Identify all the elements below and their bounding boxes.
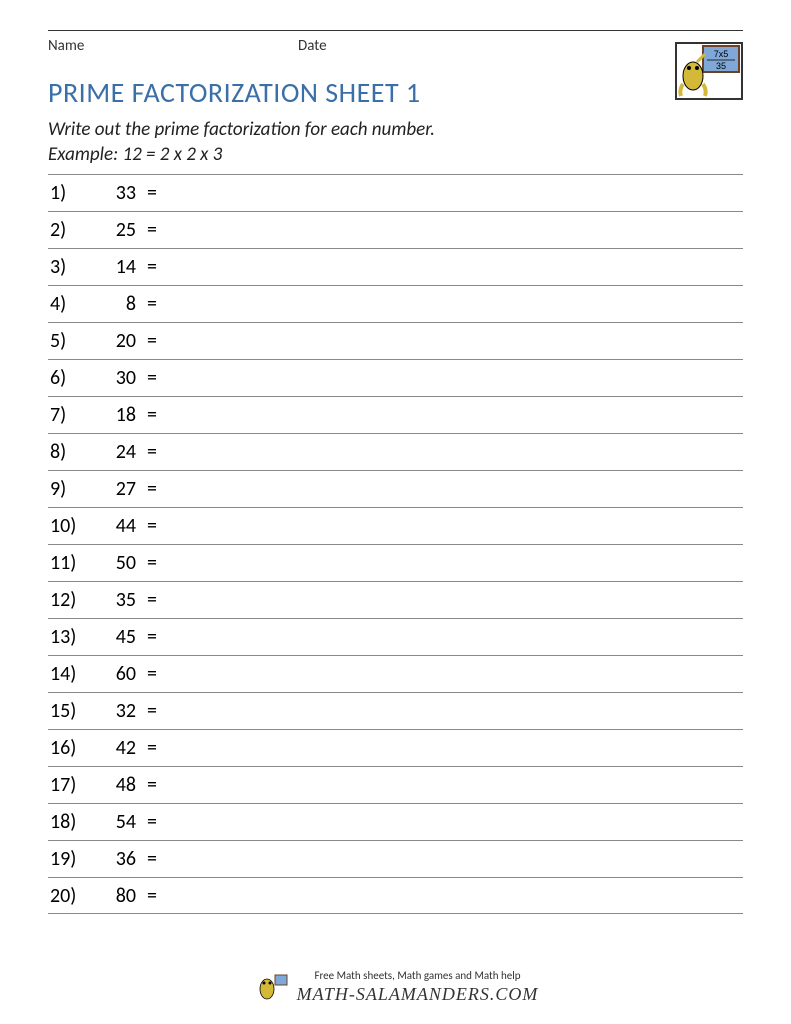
footer-salamander-icon <box>253 971 289 1003</box>
worksheet-title: PRIME FACTORIZATION SHEET 1 <box>48 75 743 110</box>
problem-value: 60 <box>106 662 140 686</box>
problem-number: 16) <box>48 736 106 760</box>
problem-number: 19) <box>48 847 106 871</box>
equals-sign: = <box>140 440 164 464</box>
equals-sign: = <box>140 884 164 908</box>
problem-number: 8) <box>48 440 106 464</box>
worksheet-example: Example: 12 = 2 x 2 x 3 <box>48 143 743 166</box>
problem-row: 8) 24 = <box>48 433 743 470</box>
equals-sign: = <box>140 736 164 760</box>
problem-value: 24 <box>106 440 140 464</box>
problem-value: 45 <box>106 625 140 649</box>
problem-row: 17) 48 = <box>48 766 743 803</box>
equals-sign: = <box>140 181 164 205</box>
problem-row: 20) 80 = <box>48 877 743 914</box>
problem-value: 80 <box>106 884 140 908</box>
problem-row: 6) 30 = <box>48 359 743 396</box>
problem-number: 14) <box>48 662 106 686</box>
equals-sign: = <box>140 625 164 649</box>
problem-value: 25 <box>106 218 140 242</box>
equals-sign: = <box>140 699 164 723</box>
problem-value: 32 <box>106 699 140 723</box>
problem-value: 48 <box>106 773 140 797</box>
problem-row: 13) 45 = <box>48 618 743 655</box>
problem-number: 20) <box>48 884 106 908</box>
problem-value: 27 <box>106 477 140 501</box>
problem-number: 3) <box>48 255 106 279</box>
name-label: Name <box>48 37 298 55</box>
equals-sign: = <box>140 218 164 242</box>
equals-sign: = <box>140 773 164 797</box>
equals-sign: = <box>140 366 164 390</box>
problem-value: 36 <box>106 847 140 871</box>
problem-number: 11) <box>48 551 106 575</box>
problem-row: 3) 14 = <box>48 248 743 285</box>
problem-value: 18 <box>106 403 140 427</box>
problem-number: 9) <box>48 477 106 501</box>
problem-number: 13) <box>48 625 106 649</box>
problem-value: 35 <box>106 588 140 612</box>
worksheet-instructions: Write out the prime factorization for ea… <box>48 118 743 141</box>
problem-number: 5) <box>48 329 106 353</box>
problem-number: 1) <box>48 181 106 205</box>
salamander-logo: 7x5 35 <box>675 42 743 100</box>
problem-number: 2) <box>48 218 106 242</box>
problem-number: 17) <box>48 773 106 797</box>
footer: Free Math sheets, Math games and Math he… <box>0 969 791 1006</box>
problem-row: 12) 35 = <box>48 581 743 618</box>
svg-text:7x5: 7x5 <box>714 49 729 59</box>
problem-number: 7) <box>48 403 106 427</box>
footer-site: MATH-SALAMANDERS.COM <box>297 984 539 1005</box>
equals-sign: = <box>140 847 164 871</box>
footer-tagline: Free Math sheets, Math games and Math he… <box>297 969 539 982</box>
equals-sign: = <box>140 551 164 575</box>
equals-sign: = <box>140 255 164 279</box>
svg-text:35: 35 <box>716 61 726 71</box>
problem-value: 50 <box>106 551 140 575</box>
problem-row: 11) 50 = <box>48 544 743 581</box>
problem-row: 7) 18 = <box>48 396 743 433</box>
problem-value: 14 <box>106 255 140 279</box>
problem-value: 42 <box>106 736 140 760</box>
problem-row: 5) 20 = <box>48 322 743 359</box>
problem-number: 4) <box>48 292 106 316</box>
problem-number: 18) <box>48 810 106 834</box>
problem-value: 54 <box>106 810 140 834</box>
equals-sign: = <box>140 292 164 316</box>
problem-row: 14) 60 = <box>48 655 743 692</box>
problem-number: 6) <box>48 366 106 390</box>
equals-sign: = <box>140 514 164 538</box>
equals-sign: = <box>140 403 164 427</box>
problem-value: 44 <box>106 514 140 538</box>
equals-sign: = <box>140 662 164 686</box>
problem-row: 2) 25 = <box>48 211 743 248</box>
problem-number: 15) <box>48 699 106 723</box>
problem-number: 10) <box>48 514 106 538</box>
problem-row: 4) 8 = <box>48 285 743 322</box>
equals-sign: = <box>140 810 164 834</box>
problem-row: 9) 27 = <box>48 470 743 507</box>
problem-row: 16) 42 = <box>48 729 743 766</box>
equals-sign: = <box>140 329 164 353</box>
problem-row: 10) 44 = <box>48 507 743 544</box>
equals-sign: = <box>140 588 164 612</box>
problem-row: 1) 33 = <box>48 174 743 211</box>
problem-number: 12) <box>48 588 106 612</box>
top-rule <box>48 30 743 31</box>
problem-row: 18) 54 = <box>48 803 743 840</box>
problem-value: 30 <box>106 366 140 390</box>
problems-table: 1) 33 = 2) 25 = 3) 14 = 4) 8 = 5) 20 = 6… <box>48 174 743 914</box>
problem-row: 19) 36 = <box>48 840 743 877</box>
equals-sign: = <box>140 477 164 501</box>
header-row: Name Date <box>48 37 743 55</box>
problem-value: 20 <box>106 329 140 353</box>
problem-value: 8 <box>106 292 140 316</box>
problem-row: 15) 32 = <box>48 692 743 729</box>
problem-value: 33 <box>106 181 140 205</box>
